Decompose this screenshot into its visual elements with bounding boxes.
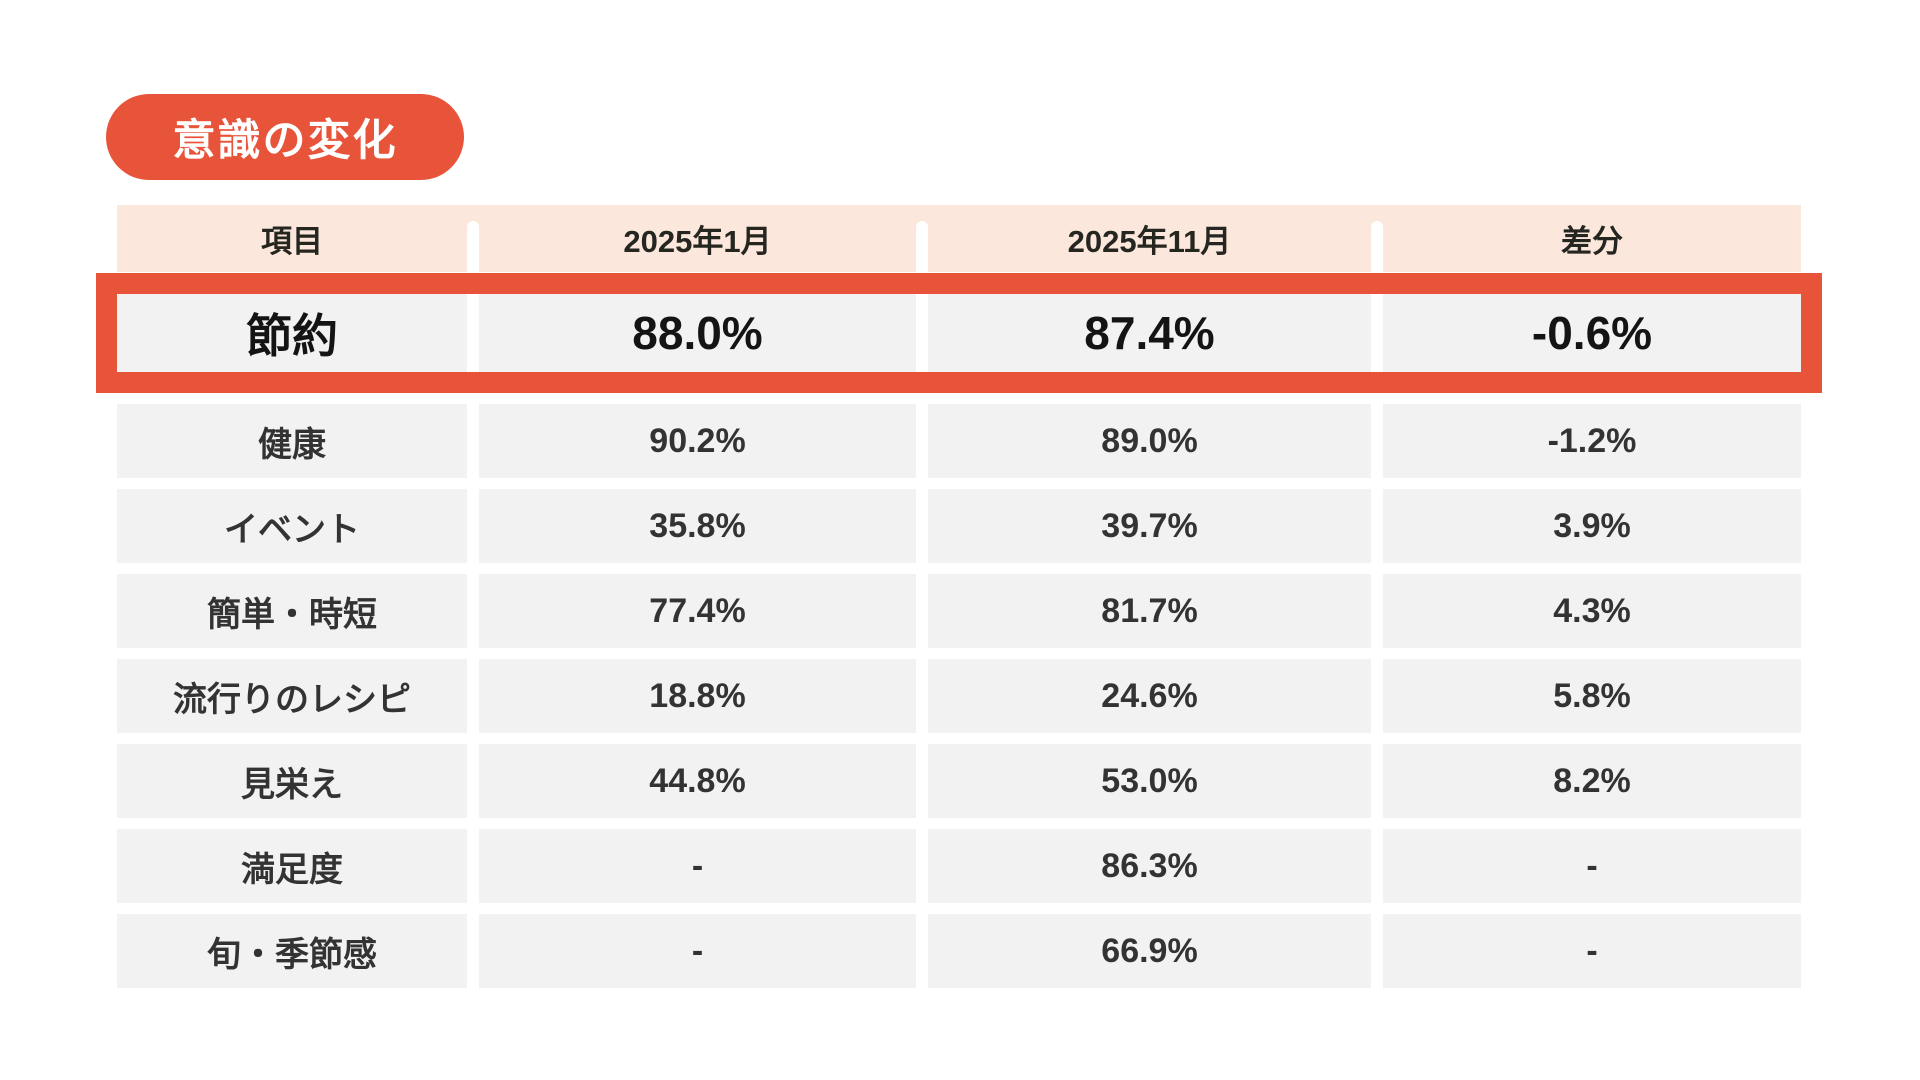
row-diff-value: -1.2% [1383, 404, 1801, 478]
row-item-label: 満足度 [117, 829, 467, 903]
header-column-separator [916, 221, 928, 272]
table-row: 流行りのレシピ 18.8% 24.6% 5.8% [117, 659, 1801, 733]
row-nov-value: 39.7% [928, 489, 1371, 563]
row-jan-value: 88.0% [479, 294, 916, 372]
row-item-label: 見栄え [117, 744, 467, 818]
row-item-label: 旬・季節感 [117, 914, 467, 988]
row-item-label: 健康 [117, 404, 467, 478]
highlight-frame: 節約 88.0% 87.4% -0.6% [96, 273, 1822, 393]
row-diff-value: 4.3% [1383, 574, 1801, 648]
row-item-label: 節約 [117, 294, 467, 372]
row-jan-value: 18.8% [479, 659, 916, 733]
row-item-label: 簡単・時短 [117, 574, 467, 648]
table-row: イベント 35.8% 39.7% 3.9% [117, 489, 1801, 563]
table-row: 節約 88.0% 87.4% -0.6% [117, 294, 1801, 372]
row-jan-value: 44.8% [479, 744, 916, 818]
row-diff-value: - [1383, 914, 1801, 988]
row-jan-value: 77.4% [479, 574, 916, 648]
table-row: 見栄え 44.8% 53.0% 8.2% [117, 744, 1801, 818]
row-diff-value: 3.9% [1383, 489, 1801, 563]
header-column-separator [1371, 221, 1383, 272]
row-nov-value: 53.0% [928, 744, 1371, 818]
header-item: 項目 [261, 224, 323, 259]
row-diff-value: - [1383, 829, 1801, 903]
row-item-label: 流行りのレシピ [117, 659, 467, 733]
row-jan-value: - [479, 914, 916, 988]
row-diff-value: 8.2% [1383, 744, 1801, 818]
table-row: 簡単・時短 77.4% 81.7% 4.3% [117, 574, 1801, 648]
row-nov-value: 87.4% [928, 294, 1371, 372]
header-diff: 差分 [1561, 224, 1623, 259]
table-row: 満足度 - 86.3% - [117, 829, 1801, 903]
row-diff-value: -0.6% [1383, 294, 1801, 372]
table-header-row: 項目 2025年1月 2025年11月 差分 [117, 205, 1801, 272]
row-jan-value: - [479, 829, 916, 903]
row-nov-value: 89.0% [928, 404, 1371, 478]
table-body: 節約 88.0% 87.4% -0.6% 健康 90.2% 89.0% -1.2… [96, 273, 1822, 988]
row-nov-value: 81.7% [928, 574, 1371, 648]
row-item-label: イベント [117, 489, 467, 563]
header-jan-2025: 2025年1月 [623, 224, 772, 259]
section-title-badge: 意識の変化 [106, 94, 464, 180]
table-row: 健康 90.2% 89.0% -1.2% [117, 404, 1801, 478]
row-nov-value: 86.3% [928, 829, 1371, 903]
row-nov-value: 66.9% [928, 914, 1371, 988]
awareness-table: 項目 2025年1月 2025年11月 差分 節約 88.0% 87.4% -0… [96, 205, 1822, 988]
row-jan-value: 90.2% [479, 404, 916, 478]
row-diff-value: 5.8% [1383, 659, 1801, 733]
header-column-separator [467, 221, 479, 272]
row-nov-value: 24.6% [928, 659, 1371, 733]
header-nov-2025: 2025年11月 [1067, 224, 1232, 259]
table-row: 旬・季節感 - 66.9% - [117, 914, 1801, 988]
row-jan-value: 35.8% [479, 489, 916, 563]
